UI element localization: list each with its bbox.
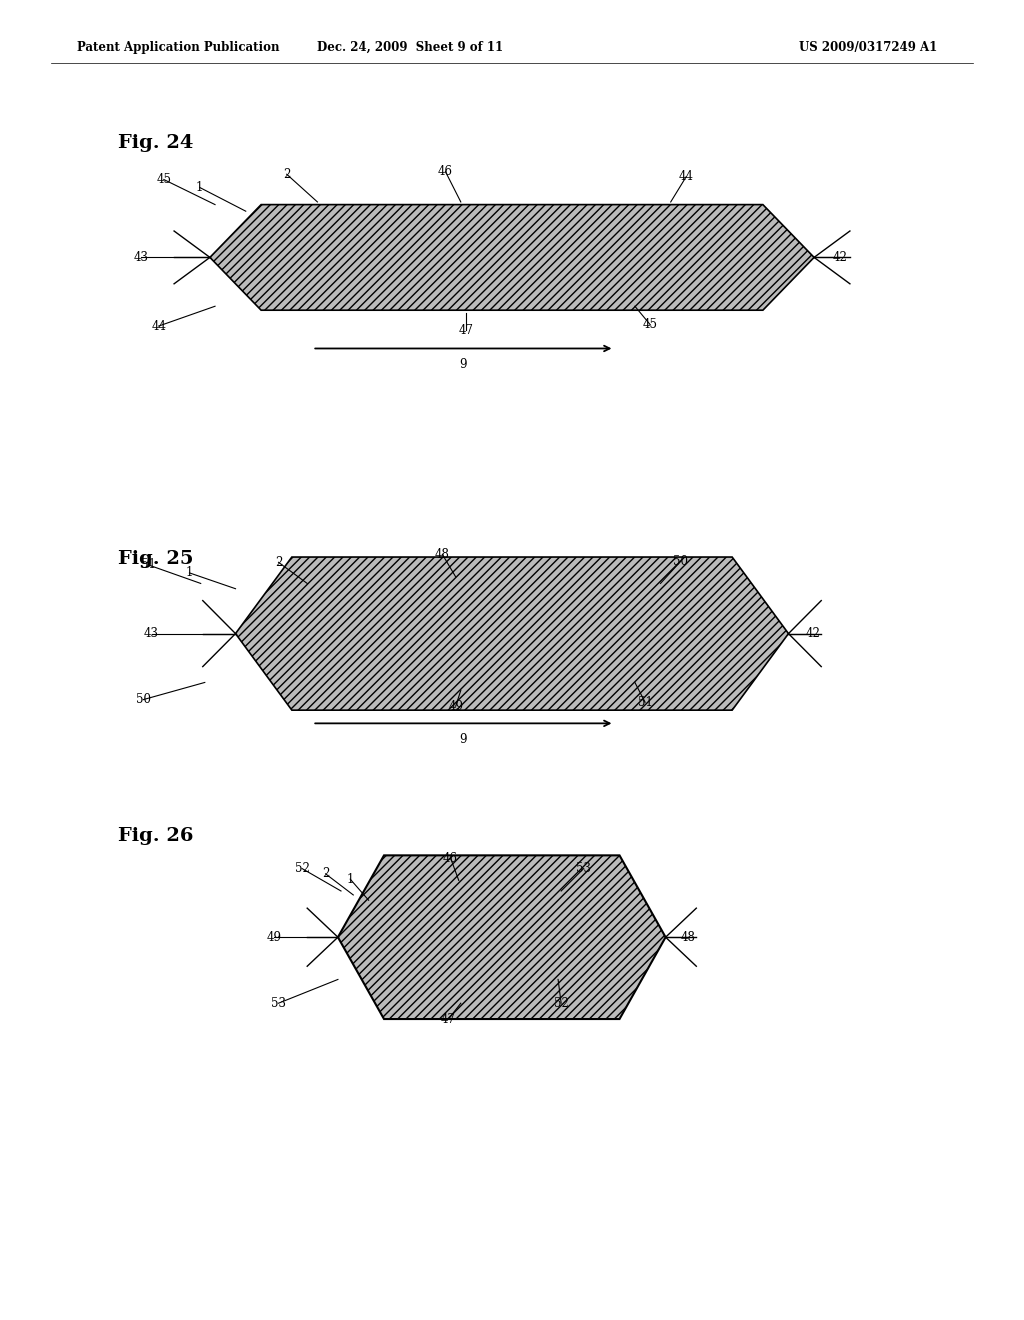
Text: 53: 53 bbox=[577, 862, 591, 875]
Text: 47: 47 bbox=[441, 1012, 456, 1026]
Polygon shape bbox=[210, 205, 814, 310]
Text: Fig. 25: Fig. 25 bbox=[118, 549, 194, 568]
Text: Fig. 26: Fig. 26 bbox=[118, 826, 194, 845]
Text: US 2009/0317249 A1: US 2009/0317249 A1 bbox=[799, 41, 937, 54]
Text: 48: 48 bbox=[435, 548, 450, 561]
Text: 45: 45 bbox=[643, 318, 657, 331]
Text: 52: 52 bbox=[295, 862, 309, 875]
Polygon shape bbox=[338, 855, 666, 1019]
Text: 51: 51 bbox=[638, 696, 652, 709]
Text: 50: 50 bbox=[136, 693, 151, 706]
Text: 2: 2 bbox=[322, 867, 330, 880]
Text: 1: 1 bbox=[196, 181, 204, 194]
Text: 42: 42 bbox=[806, 627, 820, 640]
Text: 49: 49 bbox=[267, 931, 282, 944]
Text: 2: 2 bbox=[283, 168, 291, 181]
Text: 46: 46 bbox=[443, 851, 458, 865]
Text: Fig. 24: Fig. 24 bbox=[118, 133, 194, 152]
Text: 45: 45 bbox=[157, 173, 171, 186]
Text: Patent Application Publication: Patent Application Publication bbox=[77, 41, 280, 54]
Polygon shape bbox=[236, 557, 788, 710]
Text: 52: 52 bbox=[554, 997, 568, 1010]
Text: 44: 44 bbox=[679, 170, 693, 183]
Text: 46: 46 bbox=[438, 165, 453, 178]
Text: 49: 49 bbox=[449, 700, 463, 713]
Text: 43: 43 bbox=[134, 251, 148, 264]
Text: 9: 9 bbox=[459, 358, 467, 371]
Text: 47: 47 bbox=[459, 323, 473, 337]
Text: 53: 53 bbox=[271, 997, 286, 1010]
Text: 48: 48 bbox=[681, 931, 695, 944]
Text: Dec. 24, 2009  Sheet 9 of 11: Dec. 24, 2009 Sheet 9 of 11 bbox=[316, 41, 503, 54]
Text: 51: 51 bbox=[141, 558, 156, 572]
Text: 1: 1 bbox=[346, 873, 354, 886]
Text: 9: 9 bbox=[459, 733, 467, 746]
Text: 42: 42 bbox=[833, 251, 847, 264]
Text: 1: 1 bbox=[185, 566, 194, 579]
Text: 43: 43 bbox=[144, 627, 159, 640]
Text: 2: 2 bbox=[274, 556, 283, 569]
Text: 44: 44 bbox=[152, 319, 166, 333]
Text: 50: 50 bbox=[674, 554, 688, 568]
